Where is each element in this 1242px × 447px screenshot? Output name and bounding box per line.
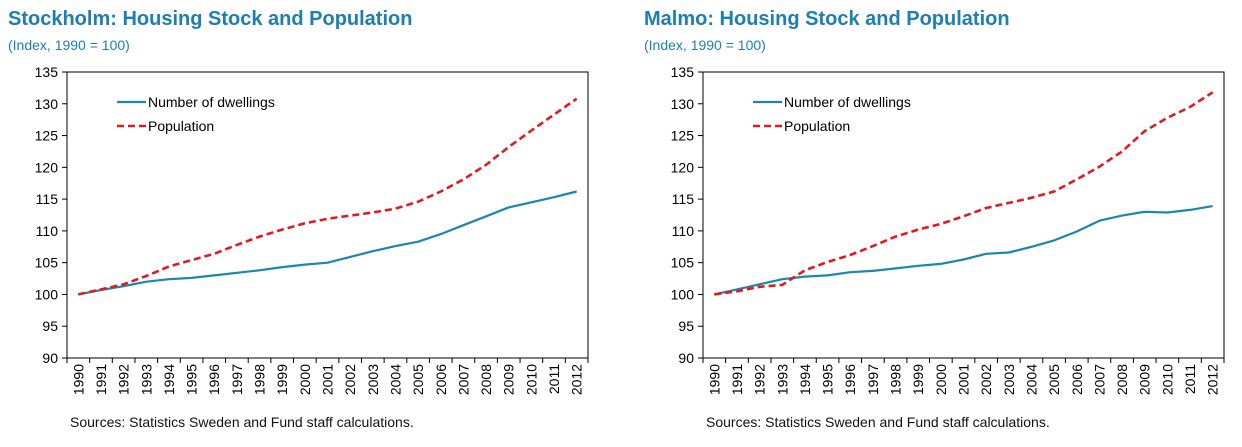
y-tick-label: 130 — [671, 96, 695, 112]
x-tick-label: 2003 — [1001, 364, 1017, 395]
y-tick-label: 95 — [42, 318, 58, 334]
x-tick-label: 2012 — [1205, 364, 1221, 395]
chart-source-note: Sources: Statistics Sweden and Fund staf… — [70, 414, 414, 430]
x-tick-label: 2011 — [546, 364, 562, 394]
plot-frame — [66, 71, 589, 359]
legend-label: Population — [148, 118, 214, 134]
y-tick-label: 130 — [35, 96, 59, 112]
y-tick-label: 125 — [35, 128, 59, 144]
y-tick-label: 95 — [678, 318, 694, 334]
x-tick-label: 1991 — [729, 364, 745, 395]
x-tick-label: 1992 — [752, 364, 768, 395]
y-tick-label: 105 — [35, 255, 59, 271]
x-tick-label: 1998 — [252, 364, 268, 395]
stockholm-line-chart: 90 95 100 105 110 115 120 125 130 135 1990 1991 1992… — [35, 64, 589, 395]
x-tick-label: 1991 — [93, 364, 109, 395]
x-tick-label: 2007 — [1091, 364, 1107, 395]
malmo-chart-panel: Malmo: Housing Stock and Population (Ind… — [636, 0, 1242, 447]
y-tick-label: 100 — [35, 286, 59, 302]
x-tick-label: 1994 — [797, 364, 813, 395]
x-tick-label: 1993 — [774, 364, 790, 395]
legend-label: Number of dwellings — [148, 94, 275, 110]
x-tick-label: 2000 — [297, 364, 313, 395]
x-tick-label: 1996 — [842, 364, 858, 395]
y-tick-label: 120 — [35, 159, 59, 175]
x-tick-label: 2005 — [410, 364, 426, 395]
x-tick-label: 1996 — [206, 364, 222, 395]
x-tick-label: 2007 — [455, 364, 471, 395]
stockholm-chart-panel: Stockholm: Housing Stock and Population … — [0, 0, 610, 447]
x-tick-label: 1997 — [865, 364, 881, 395]
x-tick-label: 2006 — [433, 364, 449, 395]
x-tick-label: 1999 — [910, 364, 926, 395]
chart-title: Malmo: Housing Stock and Population — [644, 8, 1010, 30]
y-tick-label: 135 — [671, 64, 695, 80]
x-tick-label: 1995 — [820, 364, 836, 395]
x-tick-label: 2001 — [320, 364, 336, 395]
y-tick-label: 110 — [36, 223, 59, 239]
chart-subtitle: (Index, 1990 = 100) — [8, 37, 130, 53]
x-tick-label: 2001 — [956, 364, 972, 395]
x-tick-label: 1995 — [184, 364, 200, 395]
x-tick-label: 2002 — [342, 364, 358, 395]
legend-label: Number of dwellings — [784, 94, 911, 110]
x-tick-label: 2010 — [1159, 364, 1175, 395]
x-tick-label: 2012 — [569, 364, 585, 395]
plot-frame — [702, 71, 1225, 359]
malmo-line-chart: 90 95 100 105 110 115 120 125 130 135 1990 1991 1992… — [671, 64, 1225, 395]
x-tick-label: 1990 — [706, 364, 722, 395]
x-tick-label: 2008 — [1114, 364, 1130, 395]
y-tick-label: 100 — [671, 286, 695, 302]
y-tick-label: 105 — [671, 255, 695, 271]
series-line-dwellings — [714, 205, 1213, 296]
series-line-population — [714, 91, 1214, 296]
legend-label: Population — [784, 118, 850, 134]
x-tick-label: 1992 — [116, 364, 132, 395]
x-tick-label: 2003 — [365, 364, 381, 395]
x-tick-label: 1994 — [161, 364, 177, 395]
x-tick-label: 2010 — [523, 364, 539, 395]
y-tick-label: 110 — [672, 223, 695, 239]
x-tick-label: 1999 — [274, 364, 290, 395]
y-tick-label: 120 — [671, 159, 695, 175]
y-tick-label: 125 — [671, 128, 695, 144]
x-tick-label: 2006 — [1069, 364, 1085, 395]
x-tick-label: 2011 — [1182, 364, 1198, 394]
y-tick-label: 135 — [35, 64, 59, 80]
x-tick-label: 2000 — [933, 364, 949, 395]
x-tick-label: 1993 — [138, 364, 154, 395]
x-tick-label: 2004 — [387, 364, 403, 395]
x-tick-label: 2005 — [1046, 364, 1062, 395]
chart-subtitle: (Index, 1990 = 100) — [644, 37, 766, 53]
y-tick-label: 115 — [36, 191, 59, 207]
x-tick-label: 2009 — [501, 364, 517, 395]
series-line-dwellings — [78, 190, 577, 296]
x-tick-label: 2009 — [1137, 364, 1153, 395]
y-tick-label: 90 — [42, 350, 58, 366]
series-line-population — [78, 97, 578, 296]
x-tick-label: 2008 — [478, 364, 494, 395]
chart-title: Stockholm: Housing Stock and Population — [8, 8, 413, 30]
chart-source-note: Sources: Statistics Sweden and Fund staf… — [706, 414, 1050, 430]
x-tick-label: 2004 — [1023, 364, 1039, 395]
y-tick-label: 115 — [672, 191, 695, 207]
x-tick-label: 1997 — [229, 364, 245, 395]
x-tick-label: 1990 — [70, 364, 86, 395]
y-tick-label: 90 — [678, 350, 694, 366]
x-tick-label: 2002 — [978, 364, 994, 395]
x-tick-label: 1998 — [888, 364, 904, 395]
